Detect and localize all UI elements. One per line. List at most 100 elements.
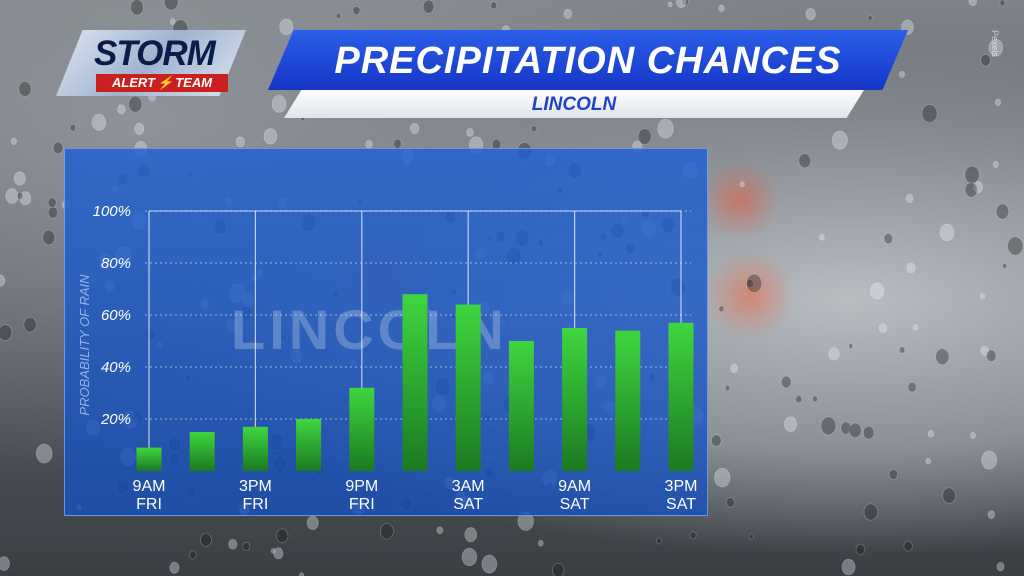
rain-drop [818, 233, 825, 241]
bar-3pm-sat [668, 322, 694, 471]
bar-12pm-fri [189, 432, 215, 471]
rain-drop [551, 562, 565, 576]
rain-drop [718, 4, 725, 13]
rain-drop [271, 95, 287, 113]
rain-drop [235, 136, 245, 148]
rain-drop [91, 113, 107, 131]
rain-drop [907, 381, 917, 393]
rain-drop [968, 0, 978, 7]
rain-drop [878, 323, 888, 333]
rain-drop [805, 7, 816, 21]
y-tick-label: 80% [101, 255, 131, 272]
rain-drop [883, 232, 893, 245]
rain-drop [831, 130, 848, 150]
rain-drop [987, 510, 996, 520]
rain-drop [745, 273, 763, 294]
rain-drop [537, 539, 544, 547]
rain-drop [780, 375, 792, 389]
rain-drop [730, 363, 739, 373]
rain-drop [128, 95, 143, 113]
rain-drop [935, 348, 950, 366]
rain-drop [117, 104, 126, 115]
rain-drop [466, 128, 474, 137]
rain-drop [130, 0, 144, 16]
rain-drop [739, 181, 745, 188]
rain-drop [481, 554, 498, 574]
y-tick-label: 40% [101, 359, 131, 376]
rain-drop [163, 0, 179, 11]
bar-9pm-fri [349, 387, 375, 471]
rain-drop [848, 422, 862, 439]
rain-drop [863, 503, 879, 521]
rain-drop [783, 416, 798, 432]
bar-9am-sat [562, 328, 588, 471]
rain-drop [925, 457, 931, 465]
rain-drop [725, 496, 735, 508]
page-title: PRECIPITATION CHANCES [334, 40, 842, 82]
rain-drop [980, 345, 990, 357]
rain-drop [169, 18, 176, 25]
rain-drop [228, 538, 238, 550]
rain-drop [898, 346, 906, 354]
rain-drop [18, 81, 32, 97]
rain-drop [964, 181, 978, 198]
logo-alert-team-bar: ALERT ⚡ TEAM [96, 74, 228, 92]
location-subtitle: LINCOLN [531, 94, 617, 115]
rain-drop [724, 384, 731, 392]
rain-drop [306, 515, 319, 530]
rain-drop [848, 343, 854, 350]
rain-drop [23, 316, 37, 333]
rain-drop [563, 8, 573, 20]
rain-drop [35, 443, 53, 464]
subtitle-banner: LINCOLN [284, 90, 864, 118]
rain-drop [47, 197, 57, 208]
rain-drop [1007, 236, 1024, 256]
x-tick-label: FRI [349, 496, 375, 513]
rain-drop [996, 561, 1005, 572]
rain-drop [912, 323, 919, 331]
rain-drop [270, 548, 276, 554]
rain-drop [5, 188, 19, 204]
x-tick-label: 3AM [452, 478, 485, 495]
storm-alert-team-logo: STORM ALERT ⚡ TEAM [56, 30, 246, 96]
rain-drop [798, 153, 812, 169]
bar-9am-fri [136, 447, 162, 471]
rain-drop [263, 128, 278, 145]
rain-drop [840, 421, 852, 435]
chart-panel: LINCOLN 20% 40% 60% 80% 100% 9AM FRI 3PM FRI 9PM F… [64, 148, 708, 516]
rain-drop [979, 293, 986, 300]
rain-drop [828, 347, 840, 361]
rain-drop [1002, 263, 1008, 270]
rain-drop [795, 394, 803, 404]
precipitation-bar-chart: 20%40%60%80%100%9AMFRI3PMFRI9PMFRI3AMSAT… [77, 203, 697, 513]
title-banner: PRECIPITATION CHANCES [268, 30, 908, 90]
rain-drop [657, 118, 674, 139]
x-tick-label: 9AM [133, 478, 166, 495]
rain-drop [921, 104, 938, 124]
x-tick-label: FRI [136, 496, 162, 513]
rain-drop [927, 430, 935, 438]
rain-drop [69, 123, 77, 132]
rain-drop [279, 18, 294, 36]
rain-drop [299, 572, 305, 576]
bar-6am-sat [508, 341, 534, 471]
rain-drop [422, 0, 435, 14]
rain-drop [812, 395, 819, 403]
rain-drop [19, 191, 32, 206]
rain-drop [748, 533, 754, 540]
rain-drop [718, 305, 725, 313]
photo-credit: Pexels [990, 30, 1000, 58]
rain-drop [169, 561, 180, 574]
rain-drop [42, 229, 56, 246]
rain-drop [352, 5, 361, 16]
rain-drop [711, 434, 722, 447]
rain-drop [379, 523, 394, 540]
rain-drop [999, 0, 1006, 7]
rain-drop [867, 14, 873, 21]
rain-drop [906, 262, 916, 274]
bar-12am-sat [402, 294, 428, 471]
rain-drop [970, 432, 976, 440]
y-tick-label: 60% [101, 307, 131, 324]
rain-drop [995, 203, 1010, 220]
y-axis-title: PROBABILITY OF RAIN [77, 274, 92, 416]
